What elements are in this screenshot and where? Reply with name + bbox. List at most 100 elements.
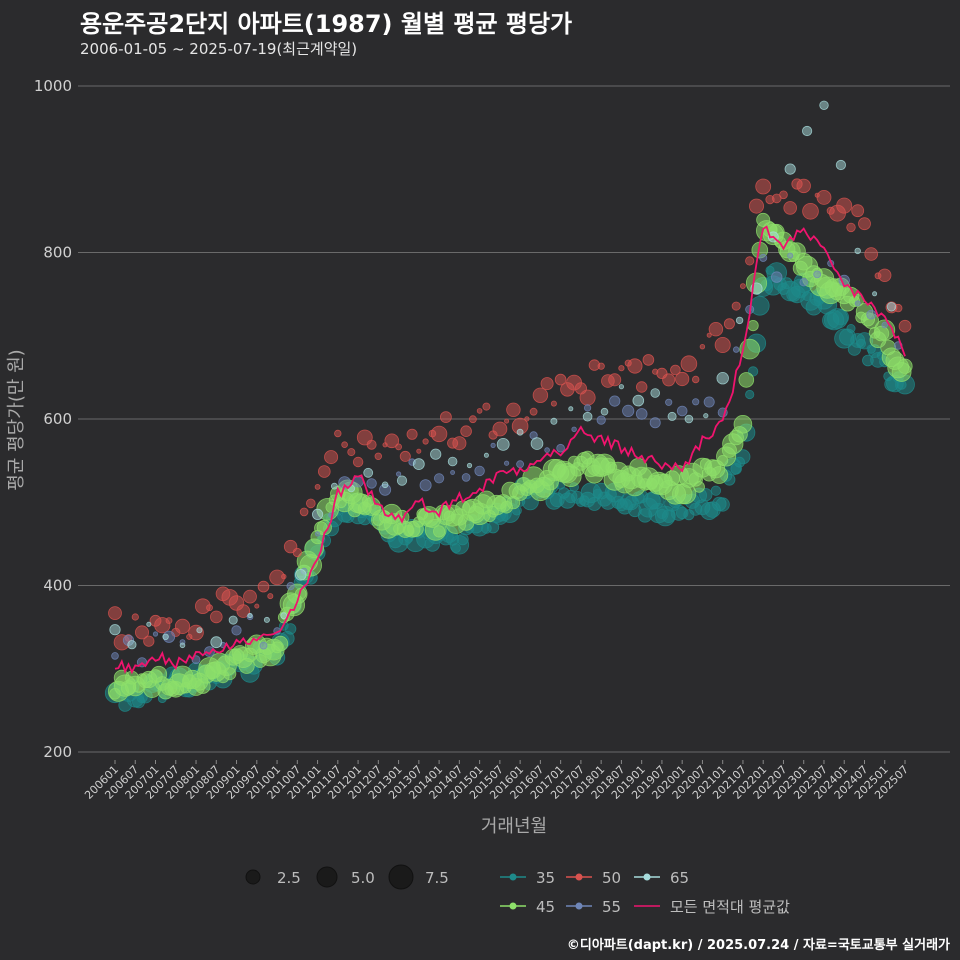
point-45	[710, 466, 729, 484]
y-axis-title: 평균 평당가(만 원)	[6, 349, 27, 490]
point-50	[680, 355, 698, 373]
legend-label-avg: 모든 면적대 평균값	[670, 898, 790, 916]
legend-dot-55	[575, 902, 583, 910]
size-legend-label: 5.0	[351, 869, 375, 887]
point-35	[284, 623, 297, 635]
point-65	[872, 291, 878, 297]
size-legend-marker	[388, 864, 414, 890]
point-50	[352, 456, 364, 468]
point-35	[832, 309, 850, 326]
point-50	[846, 222, 856, 233]
point-50	[504, 418, 510, 424]
point-55	[231, 625, 242, 636]
point-65	[127, 640, 137, 650]
point-65	[412, 458, 425, 471]
point-50	[452, 436, 467, 451]
point-50	[131, 613, 139, 621]
y-tick-label: 1000	[34, 77, 72, 95]
point-55	[286, 581, 295, 591]
point-45	[693, 481, 705, 493]
point-65	[667, 411, 677, 421]
point-50	[532, 387, 549, 404]
point-65	[483, 452, 489, 458]
point-50	[108, 606, 122, 620]
point-65	[784, 163, 796, 175]
avg-line-layer	[114, 225, 906, 675]
point-55	[703, 396, 715, 408]
point-55	[596, 415, 606, 425]
point-55	[635, 408, 648, 420]
point-50	[779, 190, 788, 200]
chart-title: 용운주공2단지 아파트(1987) 월별 평균 평당가	[80, 10, 573, 38]
point-65	[311, 508, 324, 521]
point-50	[579, 389, 596, 406]
point-55	[571, 426, 577, 432]
point-65	[496, 437, 510, 451]
legend-dot-50	[575, 873, 583, 881]
point-50	[796, 178, 811, 194]
point-50	[692, 375, 700, 384]
point-50	[699, 344, 706, 350]
point-50	[281, 573, 287, 580]
point-50	[374, 452, 382, 460]
point-50	[468, 415, 477, 424]
point-50	[243, 589, 257, 604]
y-tick-label: 600	[43, 410, 72, 428]
point-50	[506, 402, 521, 418]
point-55	[665, 398, 673, 406]
point-65	[466, 462, 473, 469]
point-55	[366, 478, 377, 489]
point-65	[801, 125, 813, 137]
point-65	[396, 475, 408, 486]
point-55	[799, 278, 808, 287]
point-50	[618, 365, 625, 372]
point-65	[247, 612, 253, 619]
size-legend-label: 7.5	[425, 869, 449, 887]
point-55	[259, 641, 268, 650]
point-50	[851, 204, 865, 218]
size-legend-marker	[245, 869, 261, 885]
point-65	[146, 621, 152, 627]
point-65	[600, 407, 609, 416]
point-55	[692, 398, 700, 406]
legend-label-50: 50	[602, 869, 621, 887]
point-65	[886, 302, 897, 312]
point-65	[294, 568, 307, 581]
point-50	[399, 450, 411, 462]
point-55	[314, 531, 321, 537]
point-65	[716, 372, 729, 385]
point-45	[738, 372, 755, 388]
point-50	[608, 373, 622, 387]
point-65	[280, 612, 288, 620]
point-65	[550, 417, 558, 425]
point-50	[524, 416, 530, 422]
point-65	[210, 636, 223, 649]
point-50	[206, 604, 213, 612]
point-55	[622, 404, 635, 417]
axis-layer: 2004006008001000200601200607200701200707…	[6, 77, 911, 837]
point-50	[749, 198, 765, 214]
point-55	[609, 395, 621, 407]
point-55	[759, 253, 768, 262]
point-65	[618, 384, 625, 390]
point-50	[816, 189, 832, 205]
point-50	[482, 402, 491, 411]
chart-subtitle: 2006-01-05 ~ 2025-07-19(최근계약일)	[80, 40, 358, 58]
point-50	[430, 425, 448, 443]
point-65	[530, 437, 544, 450]
point-50	[706, 332, 712, 338]
point-50	[143, 635, 155, 647]
point-65	[196, 627, 203, 634]
point-55	[152, 631, 159, 637]
point-35	[745, 389, 755, 400]
point-55	[733, 346, 740, 353]
point-65	[703, 413, 709, 419]
x-axis-title: 거래년월	[481, 816, 547, 837]
point-50	[864, 247, 878, 261]
point-50	[783, 201, 797, 215]
point-55	[474, 465, 485, 477]
point-50	[314, 483, 321, 490]
point-55	[516, 460, 524, 469]
point-50	[554, 373, 567, 386]
avg-price-line	[114, 225, 906, 675]
